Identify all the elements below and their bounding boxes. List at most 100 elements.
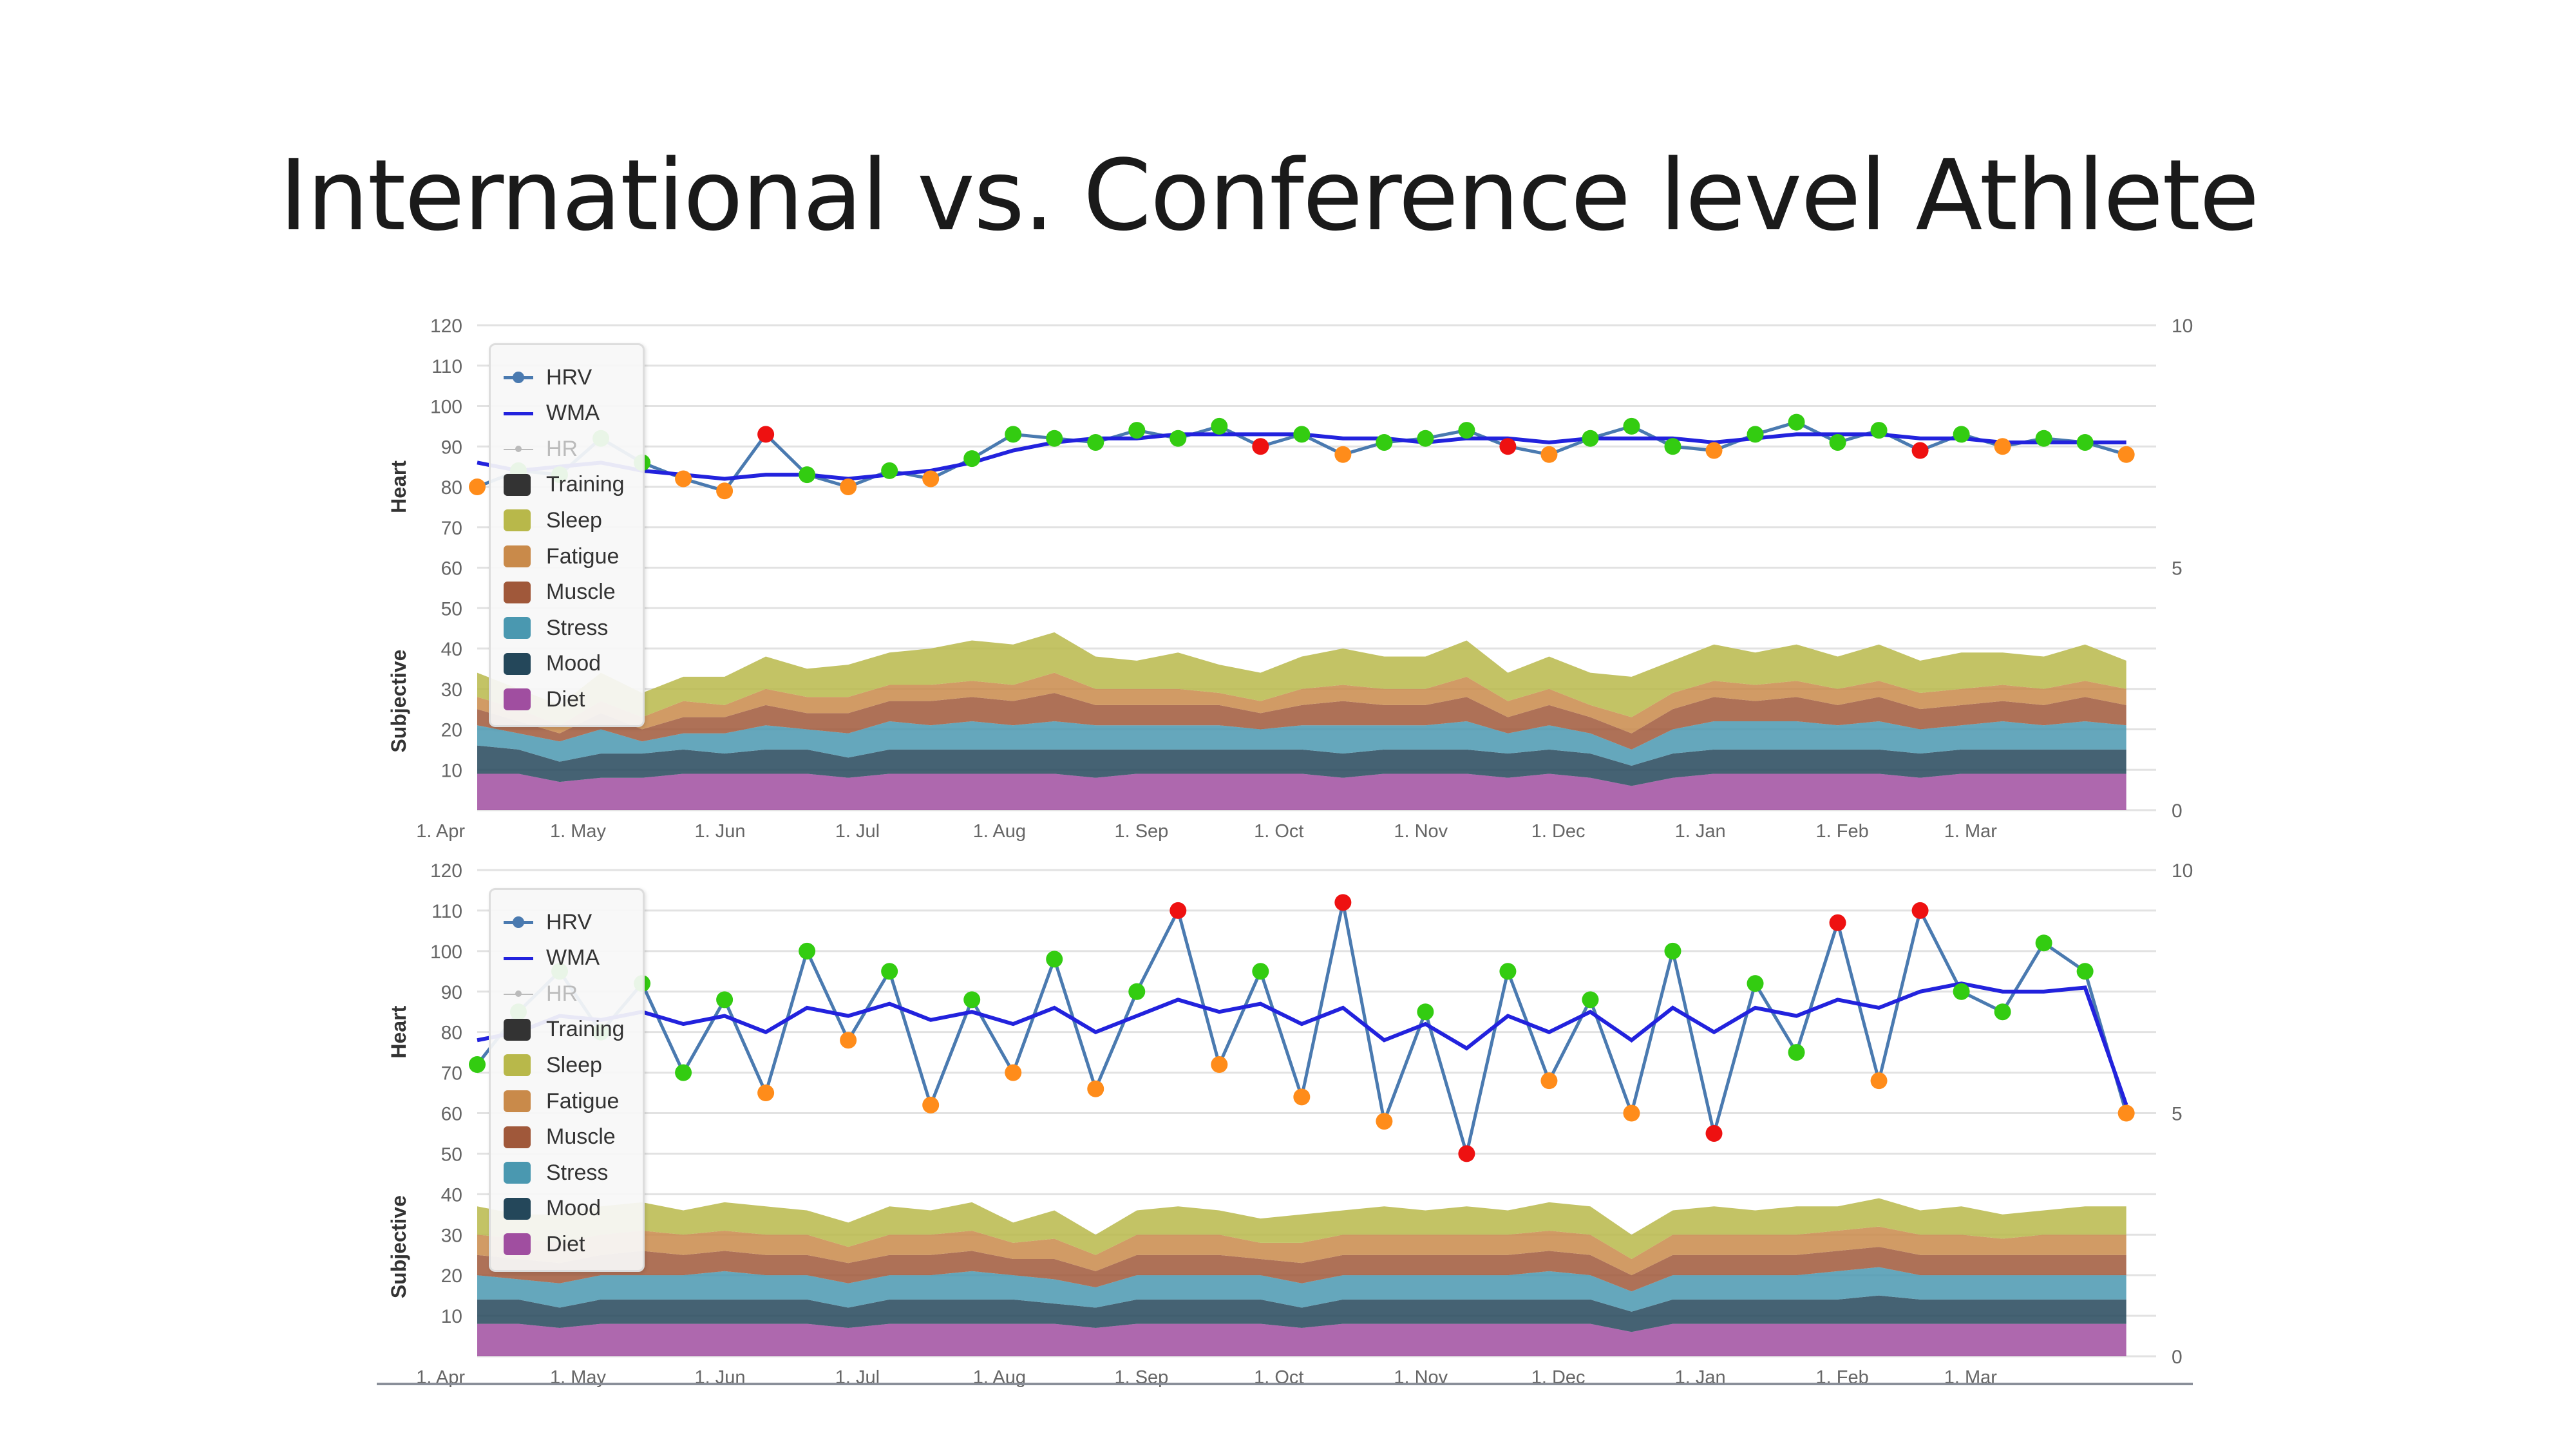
- legend-item-diet[interactable]: Diet: [504, 683, 585, 715]
- legend-swatch-icon: [504, 1233, 531, 1256]
- hrv-point: [1128, 983, 1146, 1000]
- left-tick-label: 60: [441, 558, 462, 580]
- hrv-point: [1582, 430, 1599, 447]
- legend-item-hr[interactable]: HR: [504, 433, 578, 465]
- legend-swatch-icon: [504, 545, 531, 567]
- legend-swatch-icon: [504, 652, 531, 675]
- legend-item-hr[interactable]: HR: [504, 978, 578, 1010]
- hrv-point: [799, 466, 816, 484]
- legend-line-icon: [504, 983, 533, 1005]
- legend-item-training[interactable]: Training: [504, 469, 625, 501]
- left-tick-label: 50: [441, 1144, 462, 1165]
- legend-label: WMA: [546, 401, 600, 426]
- hrv-point: [1664, 438, 1681, 455]
- legend-label: Training: [546, 1017, 625, 1042]
- hrv-point: [1829, 914, 1846, 931]
- hrv-point: [716, 482, 734, 500]
- hrv-point: [922, 1096, 940, 1113]
- hrv-point: [1458, 1145, 1475, 1162]
- area-mood: [477, 745, 2126, 786]
- legend-item-diet[interactable]: Diet: [504, 1228, 585, 1260]
- area-fatigue: [477, 1226, 2126, 1276]
- x-tick-label: 1. Dec: [1531, 821, 1586, 842]
- left-tick-label: 110: [431, 356, 462, 377]
- hrv-point: [1334, 446, 1352, 463]
- hrv-line: [476, 902, 2128, 1155]
- legend-label: Mood: [546, 651, 601, 676]
- hrv-point: [757, 1084, 775, 1102]
- legend-item-stress[interactable]: Stress: [504, 1157, 608, 1189]
- legend-item-sleep[interactable]: Sleep: [504, 504, 602, 536]
- legend-line-icon: [504, 438, 533, 460]
- bottom-divider: [377, 1383, 2193, 1385]
- x-tick-label: 1. Nov: [1394, 821, 1448, 842]
- left-tick-label: 90: [441, 982, 462, 1003]
- hrv-point: [469, 1056, 486, 1073]
- legend-item-wma[interactable]: WMA: [504, 397, 600, 430]
- right-tick-label: 5: [2172, 1104, 2183, 1125]
- legend-item-muscle[interactable]: Muscle: [504, 1121, 616, 1153]
- right-tick-label: 10: [2172, 860, 2193, 882]
- left-tick-label: 20: [441, 1265, 462, 1287]
- hrv-point: [1870, 1072, 1888, 1090]
- legend-label: HRV: [546, 909, 592, 934]
- legend-line-icon: [504, 402, 533, 424]
- legend-label: Fatigue: [546, 1088, 620, 1113]
- legend-item-training[interactable]: Training: [504, 1014, 625, 1046]
- legend-label: Sleep: [546, 507, 602, 533]
- legend-item-wma[interactable]: WMA: [504, 942, 600, 974]
- legend-swatch-icon: [504, 1090, 531, 1112]
- legend-label: Diet: [546, 1231, 585, 1256]
- area-sleep: [477, 1198, 2126, 1259]
- legend-swatch-icon: [504, 509, 531, 532]
- subjective-axis-title: Subjective: [387, 650, 410, 753]
- legend-item-mood[interactable]: Mood: [504, 648, 601, 680]
- hrv-point: [922, 470, 940, 488]
- x-tick-label: 1. Apr: [416, 821, 465, 842]
- heart-axis-title: Heart: [387, 460, 410, 513]
- legend-line-icon: [504, 947, 533, 969]
- left-tick-label: 40: [441, 1184, 462, 1206]
- hrv-point: [1293, 1088, 1311, 1106]
- hrv-point: [840, 1032, 857, 1049]
- hrv-point: [1128, 422, 1146, 439]
- legend-item-stress[interactable]: Stress: [504, 612, 608, 644]
- hrv-point: [1540, 446, 1558, 463]
- legend-swatch-icon: [504, 1197, 531, 1220]
- hrv-point: [1994, 438, 2011, 455]
- legend-label: Mood: [546, 1196, 601, 1221]
- hrv-point: [1211, 417, 1228, 435]
- x-tick-label: 1. Mar: [1944, 821, 1998, 842]
- legend-item-fatigue[interactable]: Fatigue: [504, 540, 619, 573]
- legend-label: HRV: [546, 365, 592, 390]
- hrv-point: [1087, 433, 1104, 451]
- hrv-point: [963, 450, 981, 468]
- legend-item-muscle[interactable]: Muscle: [504, 576, 616, 609]
- hrv-point: [1005, 426, 1022, 443]
- hrv-point: [469, 478, 486, 495]
- legend-line-icon: [504, 911, 533, 933]
- legend-item-fatigue[interactable]: Fatigue: [504, 1085, 619, 1117]
- left-tick-label: 70: [441, 518, 462, 539]
- hrv-point: [1293, 426, 1311, 443]
- legend-item-mood[interactable]: Mood: [504, 1193, 601, 1225]
- legend-swatch-icon: [504, 1162, 531, 1184]
- area-diet: [477, 1323, 2126, 1356]
- hrv-point: [1046, 430, 1063, 447]
- hrv-point: [881, 462, 898, 479]
- legend-swatch-icon: [504, 1018, 531, 1041]
- hrv-point: [1705, 1124, 1723, 1142]
- area-muscle: [477, 1247, 2126, 1292]
- legend-item-sleep[interactable]: Sleep: [504, 1049, 602, 1081]
- left-tick-label: 100: [430, 942, 462, 963]
- left-tick-label: 120: [430, 860, 462, 882]
- hrv-point: [1994, 1003, 2011, 1021]
- left-tick-label: 20: [441, 720, 462, 741]
- legend-item-hrv[interactable]: HRV: [504, 361, 592, 393]
- hrv-point: [1170, 430, 1187, 447]
- legend-item-hrv[interactable]: HRV: [504, 906, 592, 938]
- hrv-point: [757, 426, 775, 443]
- hrv-point: [1705, 442, 1723, 459]
- hrv-point: [840, 478, 857, 495]
